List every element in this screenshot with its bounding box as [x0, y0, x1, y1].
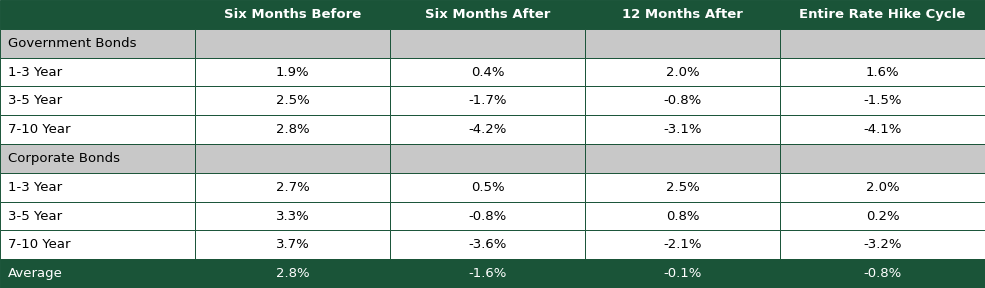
Text: -4.2%: -4.2% — [469, 123, 506, 136]
Text: -3.2%: -3.2% — [863, 238, 902, 251]
Bar — [780, 230, 985, 259]
Text: Government Bonds: Government Bonds — [8, 37, 136, 50]
Bar — [780, 173, 985, 202]
Bar — [0, 202, 195, 230]
Bar — [390, 115, 585, 144]
Text: 1-3 Year: 1-3 Year — [8, 65, 62, 79]
Bar — [0, 144, 195, 173]
Text: -1.6%: -1.6% — [469, 267, 506, 280]
Text: 3-5 Year: 3-5 Year — [8, 94, 62, 107]
Bar — [195, 115, 390, 144]
Bar — [585, 173, 780, 202]
Text: 0.5%: 0.5% — [471, 181, 504, 194]
Text: -0.8%: -0.8% — [469, 209, 506, 223]
Text: -2.1%: -2.1% — [663, 238, 702, 251]
Text: 3-5 Year: 3-5 Year — [8, 209, 62, 223]
Bar — [0, 86, 195, 115]
Text: -0.1%: -0.1% — [664, 267, 701, 280]
Bar — [0, 173, 195, 202]
Bar — [390, 0, 585, 29]
Bar — [195, 29, 390, 58]
Bar — [585, 0, 780, 29]
Bar — [780, 115, 985, 144]
Bar — [0, 259, 195, 288]
Text: -3.1%: -3.1% — [663, 123, 702, 136]
Bar — [0, 29, 195, 58]
Text: 3.7%: 3.7% — [276, 238, 309, 251]
Bar — [585, 115, 780, 144]
Text: 2.7%: 2.7% — [276, 181, 309, 194]
Text: -1.5%: -1.5% — [863, 94, 902, 107]
Text: 0.4%: 0.4% — [471, 65, 504, 79]
Text: -0.8%: -0.8% — [664, 94, 701, 107]
Bar — [585, 259, 780, 288]
Bar — [780, 144, 985, 173]
Bar — [780, 29, 985, 58]
Bar — [780, 259, 985, 288]
Text: Corporate Bonds: Corporate Bonds — [8, 152, 120, 165]
Bar — [585, 144, 780, 173]
Text: 1.9%: 1.9% — [276, 65, 309, 79]
Bar — [585, 86, 780, 115]
Bar — [390, 230, 585, 259]
Bar — [780, 202, 985, 230]
Bar — [0, 230, 195, 259]
Bar — [0, 0, 195, 29]
Bar — [585, 58, 780, 86]
Bar — [195, 230, 390, 259]
Bar — [390, 29, 585, 58]
Text: Six Months Before: Six Months Before — [224, 8, 361, 21]
Bar — [390, 259, 585, 288]
Bar — [195, 202, 390, 230]
Bar — [195, 58, 390, 86]
Text: 2.8%: 2.8% — [276, 123, 309, 136]
Text: -3.6%: -3.6% — [469, 238, 506, 251]
Bar — [585, 202, 780, 230]
Bar — [195, 173, 390, 202]
Bar — [195, 144, 390, 173]
Bar — [195, 0, 390, 29]
Text: 2.8%: 2.8% — [276, 267, 309, 280]
Bar — [390, 173, 585, 202]
Text: 2.0%: 2.0% — [866, 181, 899, 194]
Text: 12 Months After: 12 Months After — [623, 8, 743, 21]
Text: 1.6%: 1.6% — [866, 65, 899, 79]
Text: -0.8%: -0.8% — [864, 267, 901, 280]
Text: Average: Average — [8, 267, 63, 280]
Bar — [195, 86, 390, 115]
Text: 0.8%: 0.8% — [666, 209, 699, 223]
Bar — [585, 230, 780, 259]
Bar — [390, 144, 585, 173]
Bar — [195, 259, 390, 288]
Text: -1.7%: -1.7% — [468, 94, 507, 107]
Bar — [390, 202, 585, 230]
Text: 1-3 Year: 1-3 Year — [8, 181, 62, 194]
Bar — [780, 86, 985, 115]
Text: 0.2%: 0.2% — [866, 209, 899, 223]
Text: 3.3%: 3.3% — [276, 209, 309, 223]
Bar — [0, 58, 195, 86]
Text: 2.0%: 2.0% — [666, 65, 699, 79]
Bar — [390, 86, 585, 115]
Bar — [390, 58, 585, 86]
Text: 7-10 Year: 7-10 Year — [8, 123, 70, 136]
Text: Six Months After: Six Months After — [425, 8, 551, 21]
Bar — [780, 0, 985, 29]
Text: Entire Rate Hike Cycle: Entire Rate Hike Cycle — [800, 8, 965, 21]
Bar — [585, 29, 780, 58]
Text: -4.1%: -4.1% — [864, 123, 901, 136]
Bar — [0, 115, 195, 144]
Text: 2.5%: 2.5% — [276, 94, 309, 107]
Text: 7-10 Year: 7-10 Year — [8, 238, 70, 251]
Text: 2.5%: 2.5% — [666, 181, 699, 194]
Bar — [780, 58, 985, 86]
